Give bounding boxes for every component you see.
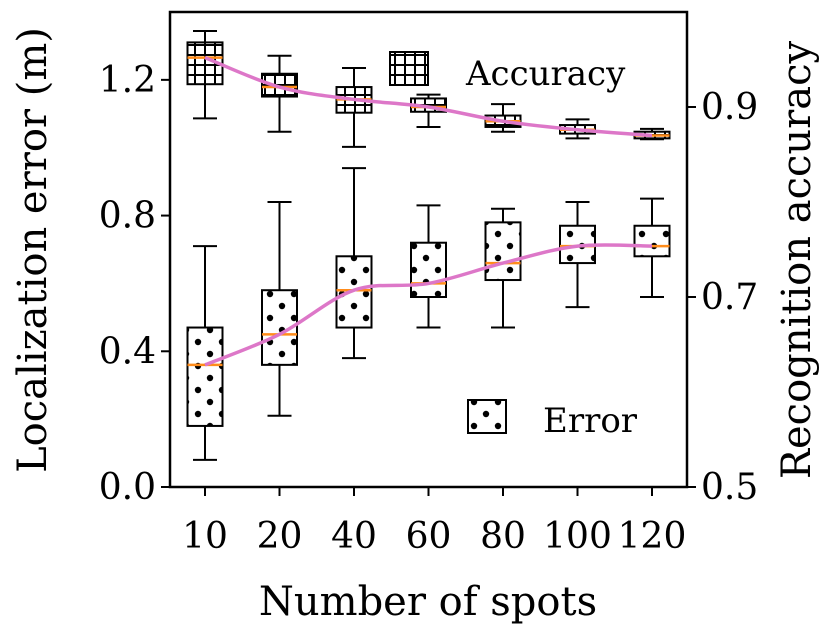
y-left-tick-label: 1.2	[99, 60, 156, 101]
x-tick-label: 80	[480, 516, 526, 557]
legend-swatch-error	[467, 399, 507, 434]
box-error	[335, 167, 373, 360]
x-tick-label: 100	[543, 516, 612, 557]
trend-line-error	[204, 243, 653, 367]
box-error	[633, 197, 671, 298]
box-error	[261, 201, 298, 417]
x-tick-label: 10	[182, 516, 228, 557]
legend-label-accuracy: Accuracy	[465, 54, 626, 94]
y-right-tick-label: 0.7	[701, 277, 758, 318]
box-body	[261, 72, 298, 98]
box-error	[484, 207, 522, 329]
x-axis-title: Number of spots	[259, 579, 597, 625]
box-accuracy	[335, 67, 373, 148]
box-accuracy	[186, 30, 224, 120]
box-error	[410, 204, 447, 329]
trend-line-accuracy	[204, 55, 653, 138]
box-accuracy	[261, 54, 298, 133]
box-body	[410, 241, 447, 298]
x-tick-label: 60	[406, 516, 452, 557]
y-left-axis-title: Localization error (m)	[10, 27, 56, 473]
x-tick-label: 20	[257, 516, 303, 557]
legend-label-error: Error	[543, 401, 638, 441]
y-right-axis-title: Recognition accuracy	[774, 40, 820, 479]
y-right-tick-label: 0.5	[701, 467, 758, 508]
x-tick-label: 40	[331, 516, 377, 557]
box-error	[559, 201, 596, 309]
y-right-tick-label: 0.9	[701, 87, 758, 128]
legend-swatch-accuracy	[389, 51, 429, 86]
box-error	[186, 245, 224, 461]
box-body	[484, 221, 522, 282]
y-left-tick-label: 0.0	[99, 467, 156, 508]
y-left-tick-label: 0.4	[99, 331, 156, 372]
x-tick-label: 120	[618, 516, 687, 557]
box-body	[186, 326, 224, 427]
y-left-tick-label: 0.8	[99, 196, 156, 237]
box-body	[633, 224, 671, 258]
